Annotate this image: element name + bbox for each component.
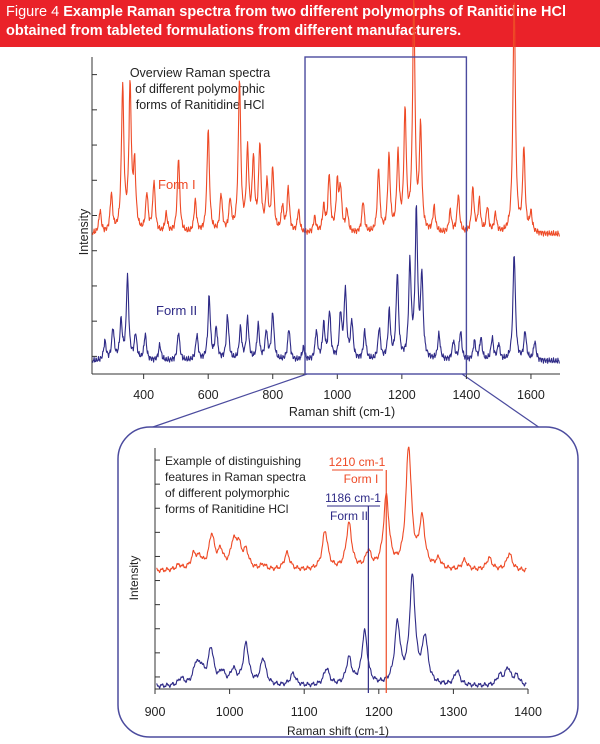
zoom-x-tick-label: 1100 — [291, 705, 318, 719]
zoom-spectrum-form-ii — [156, 573, 527, 689]
zoom-title-line-1: Example of distinguishing — [165, 454, 301, 468]
zoom-x-tick-label: 900 — [145, 705, 166, 719]
marker-1210-wavenumber: 1210 cm-1 — [329, 455, 386, 469]
overview-x-tick-label: 600 — [198, 388, 219, 402]
zoom-x-tick-label: 1300 — [439, 705, 467, 719]
zoom-x-axis-label: Raman shift (cm-1) — [287, 724, 389, 738]
chart-marks-layer: 400 600 800 1000 1200 1400 1600 900 1000 1100 1200… — [91, 0, 560, 719]
zoom-connector-left — [149, 373, 308, 429]
overview-title-line-1: Overview Raman spectra — [130, 66, 270, 80]
marker-1210-form-label: Form I — [344, 472, 379, 486]
overview-x-tick-label: 1600 — [517, 388, 545, 402]
overview-zoom-region-box — [304, 56, 468, 375]
overview-x-tick-label: 1000 — [323, 388, 351, 402]
zoom-x-tick-label: 1200 — [365, 705, 393, 719]
zoom-x-tick-label: 1000 — [216, 705, 244, 719]
figure-caption-banner: Figure 4 Example Raman spectra from two … — [0, 0, 600, 47]
zoom-title-line-2: features in Raman spectra — [165, 470, 306, 484]
zoom-title-line-3: of different polymorphic — [165, 486, 290, 500]
overview-spectrum-form-ii — [92, 205, 560, 364]
overview-title-line-2: of different polymorphic — [135, 82, 265, 96]
overview-x-tick-label: 1400 — [452, 388, 480, 402]
zoom-x-tick-label: 1400 — [514, 705, 542, 719]
overview-x-tick-label: 800 — [262, 388, 283, 402]
figure-caption-text: Example Raman spectra from two different… — [6, 4, 566, 39]
zoom-spectrum-form-i — [156, 446, 527, 574]
marker-1186-form-label: Form II — [330, 509, 368, 523]
overview-spectrum-form-i — [92, 0, 560, 237]
overview-title-line-3: forms of Ranitidine HCl — [136, 98, 265, 112]
zoom-title-line-4: forms of Ranitidine HCl — [165, 502, 288, 516]
overview-x-tick-label: 400 — [133, 388, 154, 402]
overview-y-axis-label: Intensity — [77, 208, 91, 255]
figure-number: Figure 4 — [6, 4, 60, 20]
overview-x-tick-label: 1200 — [388, 388, 416, 402]
zoom-connector-right — [461, 373, 541, 429]
overview-form-i-label: Form I — [158, 177, 196, 192]
overview-x-axis-label: Raman shift (cm-1) — [289, 405, 395, 419]
zoom-panel-frame — [117, 426, 579, 738]
marker-1186-wavenumber: 1186 cm-1 — [325, 491, 381, 505]
overview-form-ii-label: Form II — [156, 303, 197, 318]
zoom-y-axis-label: Intensity — [127, 556, 141, 601]
